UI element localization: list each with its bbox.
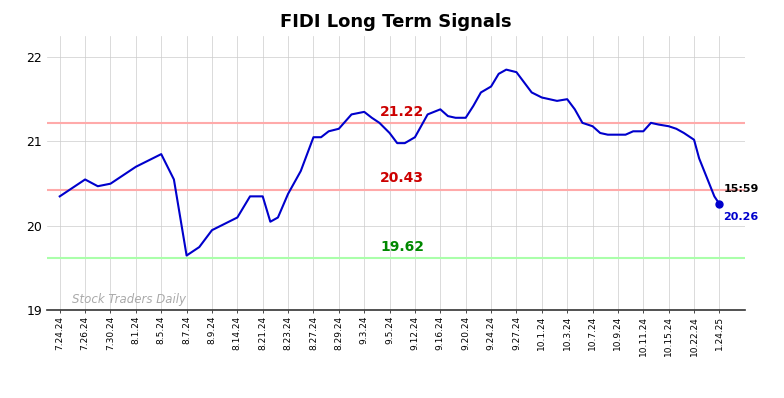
Text: Stock Traders Daily: Stock Traders Daily: [72, 293, 187, 306]
Point: [713, 201, 726, 207]
Title: FIDI Long Term Signals: FIDI Long Term Signals: [280, 14, 512, 31]
Text: 19.62: 19.62: [380, 240, 424, 254]
Text: 20.26: 20.26: [723, 213, 758, 222]
Text: 15:59: 15:59: [723, 184, 759, 194]
Text: 20.43: 20.43: [380, 172, 424, 185]
Text: 21.22: 21.22: [380, 105, 424, 119]
